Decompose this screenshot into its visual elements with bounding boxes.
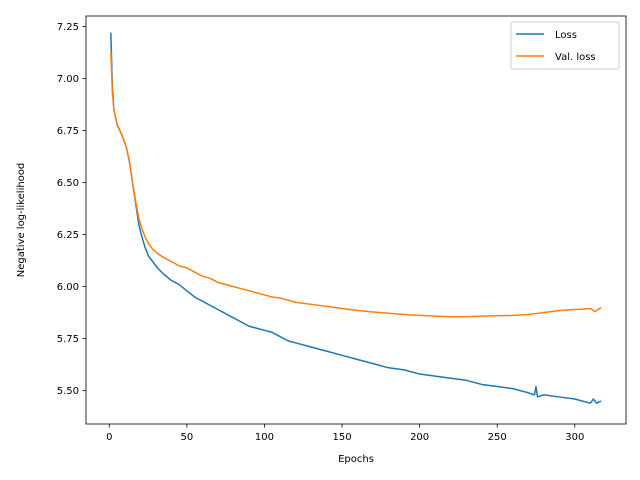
legend-label-val-loss: Val. loss — [555, 52, 596, 63]
series-line-loss — [110, 32, 602, 404]
x-axis-ticks: 0 50 100 150 200 250 300 — [106, 424, 584, 443]
y-tick-label: 6.50 — [57, 178, 79, 189]
y-tick-label: 5.50 — [57, 386, 79, 397]
y-tick-label: 7.25 — [57, 22, 79, 33]
y-tick-label: 6.00 — [57, 282, 79, 293]
series-line-val-loss — [110, 51, 602, 318]
x-axis-title: Epochs — [338, 454, 374, 465]
plot-frame — [85, 15, 627, 425]
y-tick-label: 7.00 — [57, 74, 79, 85]
x-tick-label: 50 — [180, 432, 193, 443]
y-tick-label: 6.75 — [57, 126, 79, 137]
y-tick-label: 5.75 — [57, 334, 79, 345]
x-tick-label: 300 — [565, 432, 584, 443]
y-axis-title: Negative log-likelihood — [16, 163, 27, 278]
x-tick-label: 200 — [410, 432, 429, 443]
x-tick-label: 250 — [488, 432, 507, 443]
x-tick-label: 0 — [106, 432, 112, 443]
x-tick-label: 100 — [255, 432, 274, 443]
x-tick-label: 150 — [332, 432, 351, 443]
legend: Loss Val. loss — [510, 21, 620, 70]
series-layer — [110, 32, 602, 404]
y-axis-ticks: 5.50 5.75 6.00 6.25 6.50 6.75 7.00 7.25 — [57, 22, 86, 397]
y-tick-label: 6.25 — [57, 230, 79, 241]
legend-label-loss: Loss — [555, 30, 577, 41]
